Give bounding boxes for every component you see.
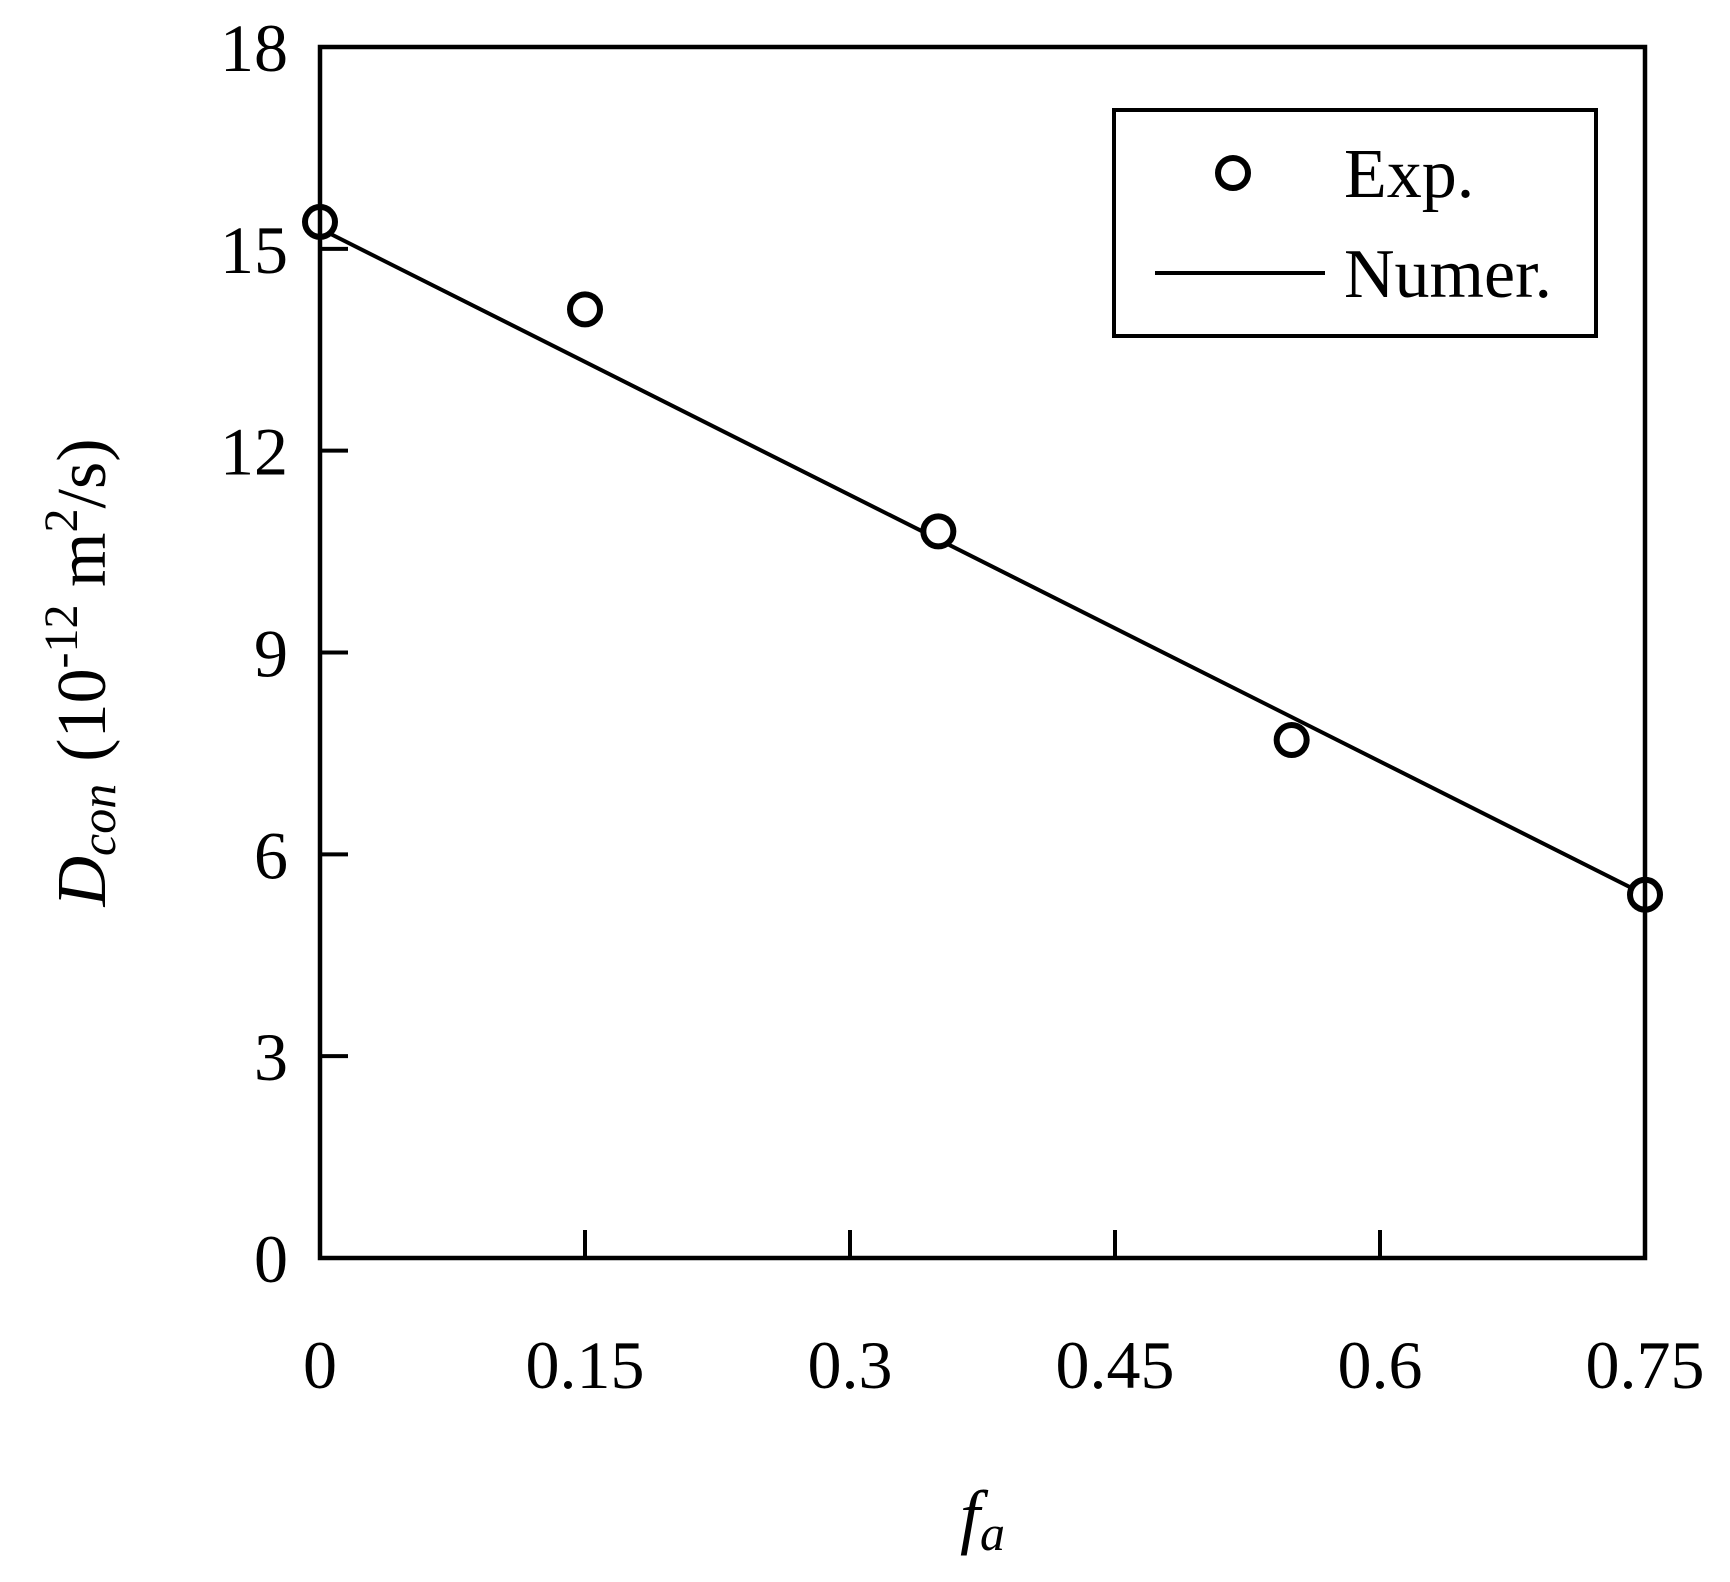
legend-box xyxy=(1112,108,1598,338)
y-axis-units-middle: m xyxy=(44,532,121,604)
y-tick-label: 15 xyxy=(220,212,288,288)
y-axis-symbol: D xyxy=(44,856,121,908)
y-axis-units-exponent2: 2 xyxy=(35,508,88,532)
y-axis-units-prefix: (10 xyxy=(44,668,121,761)
y-tick-label: 9 xyxy=(254,616,288,692)
x-tick-label: 0.3 xyxy=(808,1327,893,1403)
plot-frame xyxy=(317,44,1648,1261)
numer-line xyxy=(319,226,1646,897)
legend-exp-marker xyxy=(1215,155,1251,191)
y-axis-units-suffix: /s) xyxy=(44,438,121,508)
exp-data-point xyxy=(1273,721,1310,758)
y-tick-label: 12 xyxy=(220,414,288,490)
y-tick-label: 0 xyxy=(254,1221,288,1297)
legend-exp-label: Exp. xyxy=(1344,136,1474,213)
x-axis-subscript: a xyxy=(980,1505,1005,1561)
numer-series xyxy=(319,226,1646,897)
y-tick-label: 3 xyxy=(254,1019,288,1095)
legend-numer-label: Numer. xyxy=(1344,236,1552,313)
exp-data-point xyxy=(920,513,957,550)
y-axis-title: Dcon (10-12 m2/s) xyxy=(35,438,126,907)
x-tick-labels: 0 0.15 0.3 0.45 0.6 0.75 xyxy=(303,1327,1705,1403)
y-axis-subscript: con xyxy=(70,784,126,856)
x-tick-label: 0.6 xyxy=(1338,1327,1423,1403)
x-tick-label: 0 xyxy=(303,1327,337,1403)
exp-data-point xyxy=(567,291,603,328)
y-tick-label: 18 xyxy=(220,10,288,86)
y-tick-labels: 0 3 6 9 12 15 18 xyxy=(220,10,288,1297)
x-tick-label: 0.45 xyxy=(1056,1327,1175,1403)
y-axis-units-exponent: -12 xyxy=(35,604,88,668)
axis-ticks xyxy=(320,246,1382,1258)
y-tick-label: 6 xyxy=(254,817,288,893)
x-tick-label: 0.15 xyxy=(526,1327,645,1403)
legend: Exp. Numer. xyxy=(1112,108,1598,338)
x-axis-title: fa xyxy=(960,1476,1005,1561)
x-tick-label: 0.75 xyxy=(1586,1327,1705,1403)
